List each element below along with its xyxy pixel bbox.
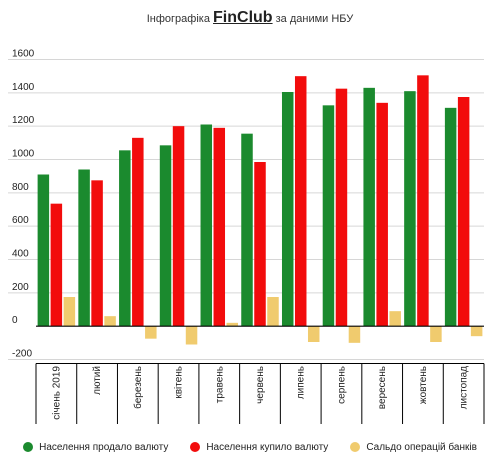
legend-item-balance: Сальдо операцій банків [350,437,477,457]
bar [159,145,172,327]
bar [241,133,253,327]
bar [172,126,185,327]
y-tick-label: 600 [12,215,29,226]
x-tick-label: жовтень [418,366,429,404]
bar [226,322,239,327]
legend-label-sold: Населення продало валюту [39,441,169,453]
y-tick-label: -200 [12,349,32,360]
title-suffix: за даними НБУ [275,13,354,25]
legend-marker-bought [190,442,201,452]
bar [200,124,213,327]
bar [185,326,198,345]
y-tick-label: 1600 [12,49,35,60]
title-brand: FinClub [213,9,273,26]
bar [470,326,483,337]
legend-label-balance: Сальдо операцій банків [366,441,477,453]
x-tick-label: березень [132,366,144,409]
bar [376,102,388,327]
y-tick-label: 1200 [12,115,35,126]
y-tick-label: 1400 [12,82,35,93]
bar [63,297,76,327]
legend-item-sold: Населення продало валюту [23,437,168,457]
x-tick-label: червень [255,366,266,404]
bar [281,92,294,327]
bar [91,180,103,327]
legend: Населення продало валюту Населення купил… [0,437,500,457]
y-tick-label: 800 [12,182,29,193]
x-tick-label: травень [214,366,225,403]
x-tick-label: лютий [92,366,103,395]
x-tick-label: липень [296,366,307,399]
legend-item-bought: Населення купило валюту [190,437,328,457]
legend-marker-sold [23,442,34,452]
y-tick-label: 0 [12,315,18,326]
title-prefix: Інфографіка [146,13,210,25]
bar [404,91,416,327]
y-tick-label: 200 [12,282,29,293]
bar [430,326,442,342]
bar [254,162,266,327]
x-tick-label: вересень [377,366,388,409]
bar [348,326,361,343]
bar [119,150,131,327]
bar [267,297,279,327]
x-tick-label: листопад [459,366,470,409]
bar [213,127,226,327]
bar [389,311,401,327]
bar [457,97,470,327]
bar [294,76,307,327]
bar [104,316,116,327]
bar [335,88,348,327]
bar [132,137,144,327]
bar [444,107,457,327]
bar [145,326,157,339]
bar [78,169,90,327]
x-tick-label: січень 2019 [51,366,62,420]
bar [307,326,320,342]
bar [50,203,63,327]
legend-marker-balance [350,442,361,452]
legend-label-bought: Населення купило валюту [206,441,329,453]
bar [417,75,429,327]
bar [322,105,335,327]
x-tick-label: серпень [336,366,347,404]
y-tick-label: 1000 [12,149,35,160]
bar [363,87,375,327]
chart-title: Інфографіка FinClub за даними НБУ [0,9,500,27]
x-tick-label: квітень [174,366,185,399]
bar [37,174,50,327]
y-tick-label: 400 [12,249,29,260]
